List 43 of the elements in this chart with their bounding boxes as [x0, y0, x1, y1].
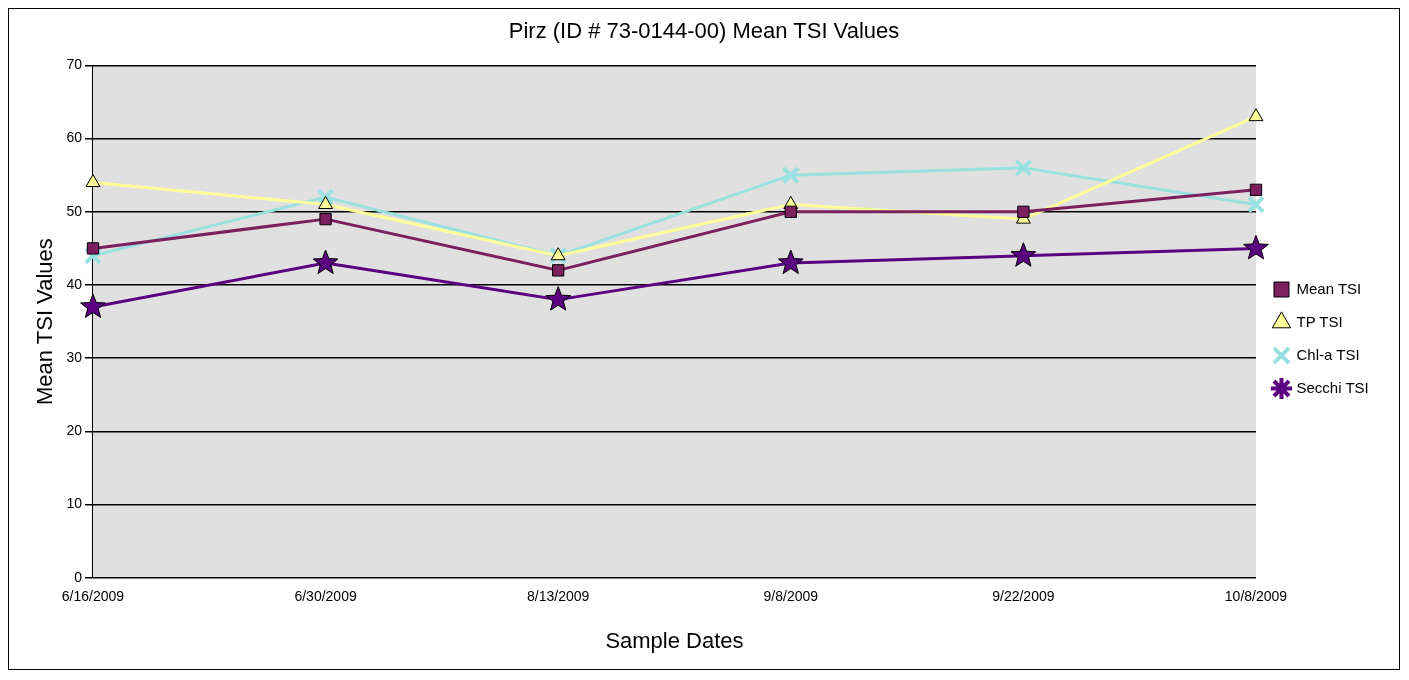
legend-label: Secchi TSI — [1296, 378, 1369, 396]
x-tick-label: 9/22/2009 — [992, 588, 1055, 605]
point — [319, 212, 332, 226]
point — [316, 188, 335, 207]
point — [318, 195, 333, 209]
point — [1243, 234, 1269, 260]
point — [312, 249, 339, 275]
point — [549, 246, 568, 265]
y-tick-label: 10 — [66, 495, 83, 512]
y-axis-title: Mean TSI Values — [32, 238, 58, 405]
point — [1014, 158, 1033, 177]
y-tick-label: 30 — [66, 349, 83, 366]
legend-label: Chl-a TSI — [1296, 345, 1360, 363]
point — [1246, 195, 1266, 214]
point — [1248, 108, 1264, 122]
y-tick-label: 40 — [66, 275, 83, 292]
point — [83, 246, 103, 265]
x-axis-title: Sample Dates — [605, 627, 744, 653]
y-tick-label: 60 — [66, 129, 83, 146]
point — [85, 174, 101, 188]
point — [781, 166, 800, 185]
point — [1017, 205, 1030, 218]
x-tick-label: 8/13/2009 — [527, 588, 590, 605]
y-tick-label: 50 — [66, 202, 83, 219]
point — [552, 264, 565, 277]
x-tick-label: 10/8/2009 — [1224, 588, 1288, 605]
chart-title: Pirz (ID # 73-0144-00) Mean TSI Values — [508, 18, 900, 44]
x-tick-label: 6/16/2009 — [61, 588, 125, 605]
y-tick-label: 70 — [66, 56, 83, 73]
legend-label: TP TSI — [1296, 312, 1343, 330]
point — [80, 293, 106, 318]
point — [777, 249, 804, 275]
point — [784, 205, 797, 218]
point — [550, 247, 566, 261]
point — [1249, 183, 1263, 196]
point — [86, 242, 100, 255]
x-tick-label: 9/8/2009 — [763, 588, 819, 605]
x-tick-label: 6/30/2009 — [294, 588, 357, 605]
point — [545, 286, 572, 311]
y-tick-label: 0 — [74, 568, 83, 585]
point — [1010, 242, 1037, 267]
y-tick-label: 20 — [66, 422, 83, 439]
legend-label: Mean TSI — [1296, 279, 1362, 297]
